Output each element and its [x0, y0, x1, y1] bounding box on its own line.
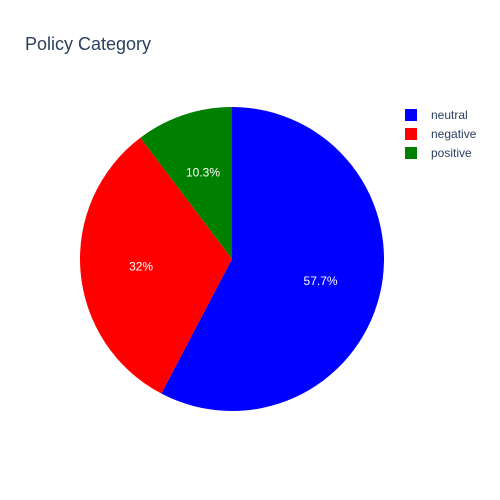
legend-item-neutral[interactable]: neutral: [405, 108, 468, 122]
slice-label-neutral: 57.7%: [304, 274, 338, 288]
chart-title: Policy Category: [25, 34, 151, 54]
pie-slice-neutral: [161, 107, 384, 412]
pie-slice-labels: 57.7% 32% 10.3%: [129, 166, 338, 288]
pie-slice-negative: [80, 137, 232, 394]
slice-label-negative: 32%: [129, 259, 153, 273]
pie-slices: [80, 107, 384, 412]
legend-item-positive[interactable]: positive: [405, 146, 472, 160]
slice-label-positive: 10.3%: [186, 166, 220, 180]
legend-label-positive: positive: [431, 146, 472, 160]
legend-swatch-neutral: [405, 109, 417, 121]
pie-slice-positive: [140, 107, 232, 259]
legend-item-negative[interactable]: negative: [405, 127, 477, 141]
legend: neutral negative positive: [405, 108, 477, 160]
legend-label-neutral: neutral: [431, 108, 468, 122]
legend-swatch-positive: [405, 147, 417, 159]
legend-swatch-negative: [405, 128, 417, 140]
legend-label-negative: negative: [431, 127, 477, 141]
